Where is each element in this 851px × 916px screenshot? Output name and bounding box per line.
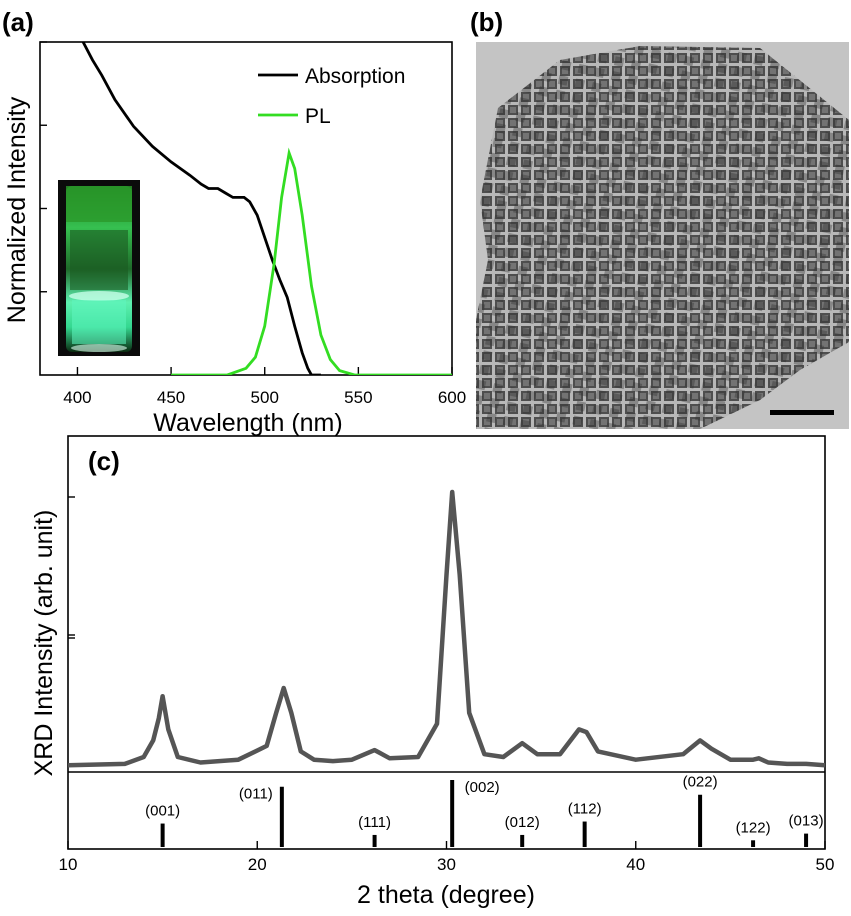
x-tick-label-c: 20 xyxy=(248,855,267,874)
xrd-pattern-line xyxy=(68,489,825,768)
x-tick-label-c: 50 xyxy=(816,855,835,874)
panel-a-absorption-pl: (a) 400 450 500 550 600 Absorption PL Wavele… xyxy=(2,7,466,437)
x-axis-title-c: 2 theta (degree) xyxy=(357,881,535,909)
x-tick-label-a: 450 xyxy=(157,388,185,407)
reference-peak-label: (011) xyxy=(239,786,273,803)
pl-line xyxy=(171,147,452,375)
absorption-line xyxy=(81,42,321,375)
panel-b-tem-image: (b) xyxy=(470,7,849,429)
x-tick-label-c: 40 xyxy=(626,855,645,874)
panel-label-b: (b) xyxy=(470,7,503,37)
x-tick-label-c: 10 xyxy=(59,855,78,874)
legend-a: Absorption PL xyxy=(258,65,405,128)
x-ticks-a: 400 450 500 550 600 xyxy=(63,367,466,407)
y-axis-title-a: Normalized Intensity xyxy=(3,96,31,323)
legend-label-absorption: Absorption xyxy=(305,65,405,88)
reference-peak-label: (112) xyxy=(568,801,602,818)
x-tick-label-c: 30 xyxy=(437,855,456,874)
x-tick-label-a: 600 xyxy=(438,388,466,407)
reference-peak-label: (013) xyxy=(789,813,824,830)
reference-peak-label: (022) xyxy=(683,774,718,791)
panel-label-c: (c) xyxy=(88,446,120,476)
x-tick-label-a: 500 xyxy=(251,388,279,407)
panel-label-a: (a) xyxy=(2,7,34,37)
x-axis-title-a: Wavelength (nm) xyxy=(153,409,342,437)
inset-vial-photo xyxy=(58,180,140,356)
x-tick-label-a: 550 xyxy=(344,388,372,407)
x-tick-label-a: 400 xyxy=(63,388,91,407)
reference-peak-label: (012) xyxy=(505,814,540,831)
reference-peak-label: (001) xyxy=(145,803,180,820)
reference-peak-label: (111) xyxy=(358,814,391,831)
panel-c-xrd: (c) 10 20 30 40 50 (001) (011) (111) (002) (012)… xyxy=(30,435,835,909)
y-ticks-c xyxy=(68,496,75,639)
y-axis-title-c: XRD Intensity (arb. unit) xyxy=(30,510,58,777)
reference-peak-label: (002) xyxy=(465,779,500,796)
scale-bar xyxy=(770,410,834,415)
legend-label-pl: PL xyxy=(305,105,331,128)
reference-peaks: (001) (011) (111) (002) (012) (112) (022) (122)… xyxy=(145,774,824,847)
x-ticks-c: 10 20 30 40 50 xyxy=(59,841,835,874)
reference-peak-label: (122) xyxy=(736,819,771,836)
y-ticks-a xyxy=(40,41,47,293)
